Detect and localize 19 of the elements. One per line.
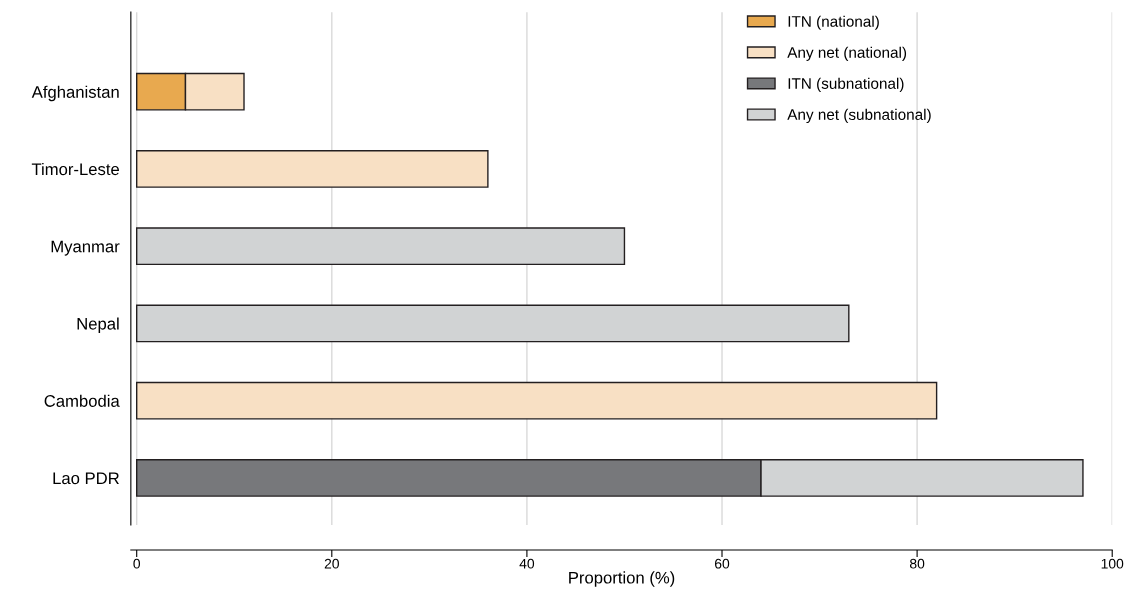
x-tick-label: 80 [909, 558, 925, 569]
x-tick-label: 20 [324, 558, 339, 569]
legend-label: ITN (national) [788, 15, 879, 30]
legend-label: ITN (subnational) [788, 77, 904, 92]
legend-label: Any net (national) [787, 46, 907, 61]
legend-label: Any net (subnational) [787, 108, 931, 124]
bar [136, 381, 938, 420]
y-tick-label: Cambodia [44, 394, 120, 407]
x-tick-label: 60 [714, 558, 730, 569]
y-tick-label: Myanmar [51, 240, 120, 256]
y-tick-label: Nepal [77, 317, 119, 333]
y-tick-label: Timor-Leste [31, 162, 119, 176]
x-tick-label: 100 [1101, 558, 1124, 569]
x-axis-title: Proportion (%) [569, 571, 675, 587]
y-tick-label: Lao PDR [53, 472, 119, 485]
bar [136, 150, 489, 188]
x-tick-label: 0 [133, 558, 141, 569]
y-tick-label: Afghanistan [31, 85, 119, 102]
x-tick-label: 40 [519, 558, 535, 569]
